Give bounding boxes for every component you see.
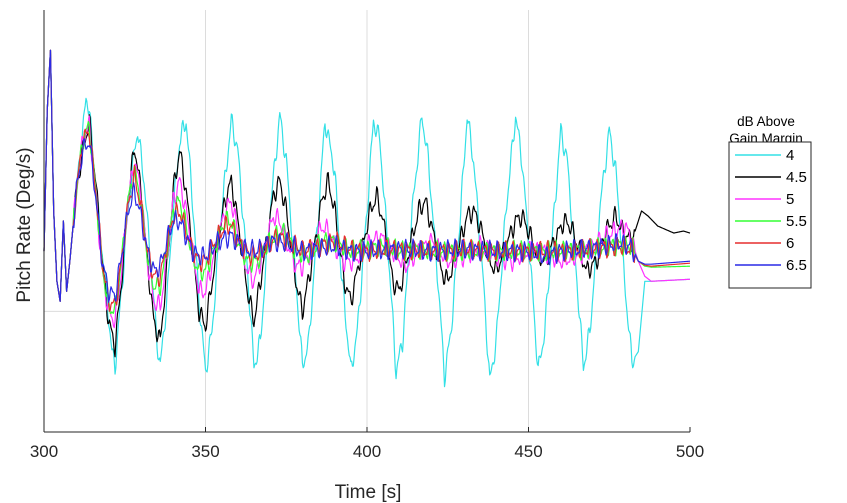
x-axis-label: Time [s] bbox=[335, 482, 402, 503]
legend-label-6: 6 bbox=[786, 235, 794, 252]
legend-label-6-5: 6.5 bbox=[786, 257, 807, 274]
tick-labels: 300 350 400 450 500 bbox=[30, 427, 704, 461]
x-tick-label-400: 400 bbox=[353, 442, 381, 461]
series-line-4-5 bbox=[43, 49, 691, 358]
legend-box bbox=[728, 141, 812, 289]
x-tick-label-450: 450 bbox=[514, 442, 542, 461]
legend-label-5-5: 5.5 bbox=[786, 213, 807, 230]
x-tick-label-500: 500 bbox=[676, 442, 704, 461]
legend-title-line-1: dB Above bbox=[737, 114, 795, 129]
legend-label-4: 4 bbox=[786, 147, 794, 164]
x-tick-label-350: 350 bbox=[191, 442, 219, 461]
x-tick-label-300: 300 bbox=[30, 442, 58, 461]
series-line-6-5 bbox=[43, 49, 691, 303]
series-lines bbox=[43, 49, 691, 388]
y-axis-label: Pitch Rate (Deg/s) bbox=[14, 147, 35, 302]
legend-label-5: 5 bbox=[786, 191, 794, 208]
grid bbox=[44, 10, 690, 432]
legend-label-4-5: 4.5 bbox=[786, 169, 807, 186]
